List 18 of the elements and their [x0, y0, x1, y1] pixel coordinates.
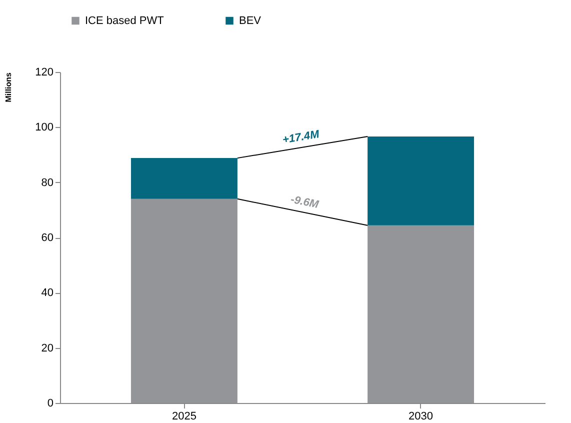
y-tick-label: 40 — [41, 287, 54, 300]
annotation: -9.6M — [290, 194, 320, 212]
y-tick-label: 80 — [41, 176, 54, 189]
bar — [368, 225, 474, 403]
x-tick-label: 2025 — [172, 410, 196, 422]
bar — [130, 158, 238, 199]
y-tick-label: 120 — [35, 66, 54, 78]
annotation: +17.4M — [282, 128, 321, 146]
y-tick-label: 20 — [41, 342, 54, 354]
y-axis-title: Millions — [4, 72, 14, 102]
bar — [130, 198, 238, 403]
x-tick-label: 2030 — [408, 410, 434, 422]
legend-label: BEV — [239, 14, 262, 27]
bar — [368, 136, 474, 226]
y-tick-label: 0 — [47, 398, 54, 410]
legend-label: ICE based PWT — [85, 14, 164, 27]
y-tick-label: 60 — [41, 232, 54, 244]
y-tick-label: 100 — [35, 122, 54, 134]
